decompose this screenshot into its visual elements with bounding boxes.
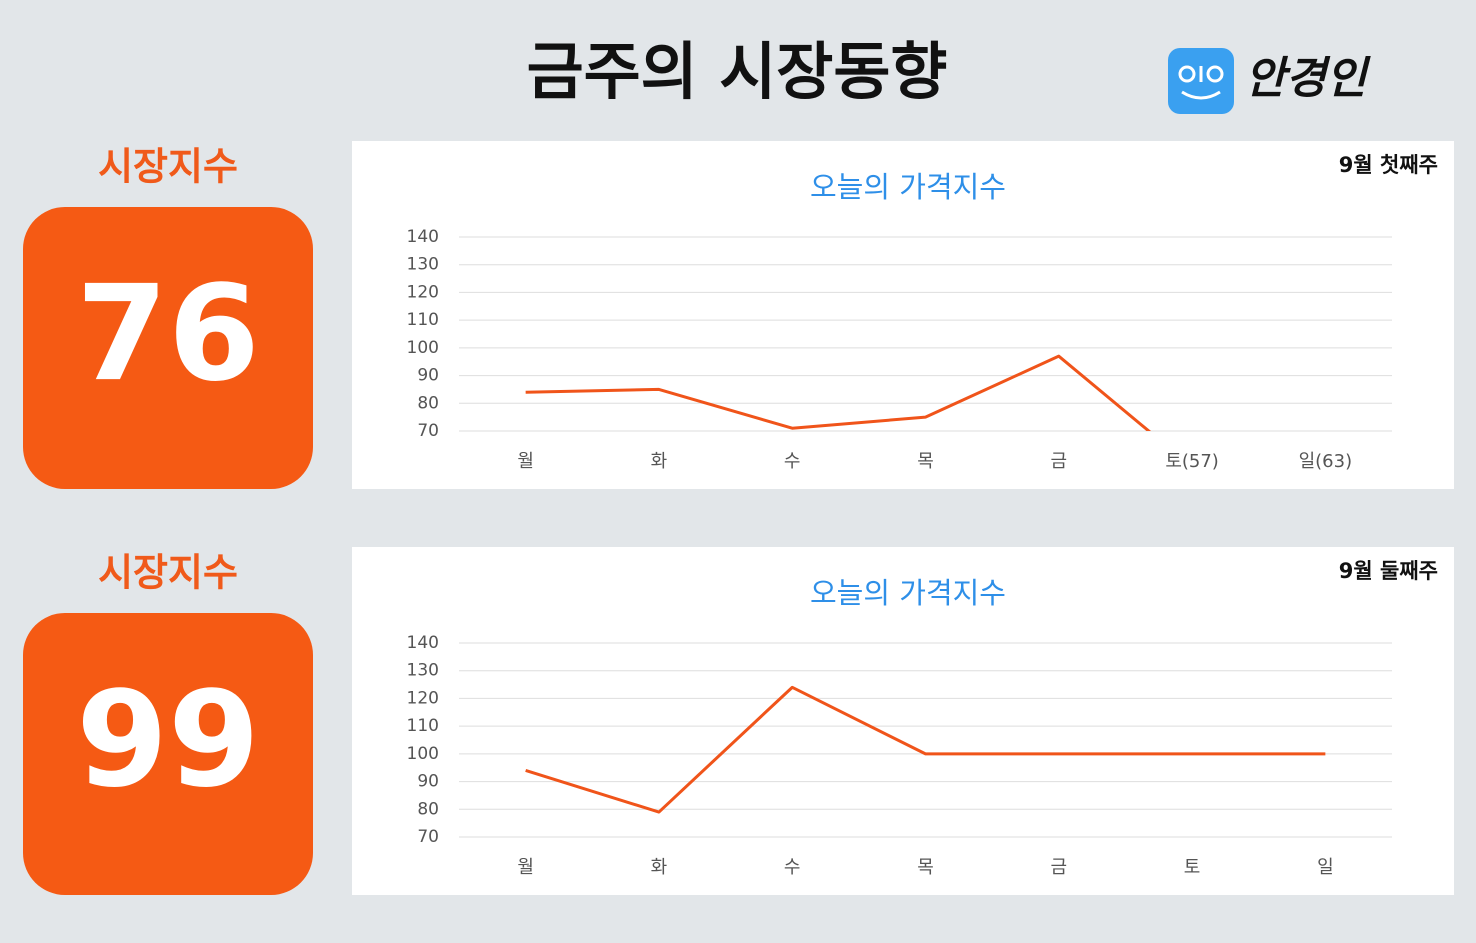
x-tick-label: 금 <box>1051 451 1068 472</box>
card-label: 시장지수 <box>98 145 238 189</box>
card-label: 시장지수 <box>98 551 238 595</box>
x-tick-label: 월 <box>517 857 534 878</box>
x-tick-label: 금 <box>1051 857 1068 878</box>
chart-title: 오늘의 가격지수 <box>810 576 1006 610</box>
card-value: 76 <box>76 257 260 411</box>
y-tick-label: 110 <box>407 716 439 736</box>
page-title: 금주의 시장동향 <box>527 35 948 108</box>
x-tick-label: 화 <box>651 857 668 878</box>
x-tick-label: 일(63) <box>1299 451 1353 472</box>
y-tick-label: 140 <box>407 633 439 653</box>
x-tick-label: 목 <box>917 857 934 878</box>
y-tick-label: 110 <box>407 310 439 330</box>
x-tick-label: 일 <box>1317 857 1334 878</box>
logo-eye <box>1206 65 1224 83</box>
chart-title: 오늘의 가격지수 <box>810 170 1006 204</box>
y-tick-label: 120 <box>407 282 439 302</box>
week-label: 9월 첫째주 <box>1339 153 1438 177</box>
y-tick-label: 120 <box>407 688 439 708</box>
y-tick-label: 70 <box>417 827 439 847</box>
x-tick-label: 토(57) <box>1165 451 1219 472</box>
week-label: 9월 둘째주 <box>1339 559 1438 583</box>
y-tick-label: 140 <box>407 227 439 247</box>
x-tick-label: 화 <box>651 451 668 472</box>
logo-smile <box>1181 90 1221 100</box>
x-tick-label: 토 <box>1184 857 1201 878</box>
x-tick-label: 월 <box>517 451 534 472</box>
y-tick-label: 90 <box>417 366 439 386</box>
x-tick-label: 목 <box>917 451 934 472</box>
y-tick-label: 130 <box>407 661 439 681</box>
y-tick-label: 100 <box>407 338 439 358</box>
card-value: 99 <box>76 663 260 817</box>
y-tick-label: 80 <box>417 393 439 413</box>
x-tick-label: 수 <box>784 451 801 472</box>
y-tick-label: 80 <box>417 799 439 819</box>
logo-eye <box>1178 65 1196 83</box>
y-tick-label: 130 <box>407 255 439 275</box>
x-tick-label: 수 <box>784 857 801 878</box>
y-tick-label: 100 <box>407 744 439 764</box>
logo-text: 안경인 <box>1245 53 1371 104</box>
logo: 안경인 <box>1168 48 1371 114</box>
card-box <box>23 207 313 489</box>
y-tick-label: 70 <box>417 421 439 441</box>
card-box <box>23 613 313 895</box>
data-line <box>525 685 1326 814</box>
y-tick-label: 90 <box>417 772 439 792</box>
data-line <box>525 354 1152 431</box>
